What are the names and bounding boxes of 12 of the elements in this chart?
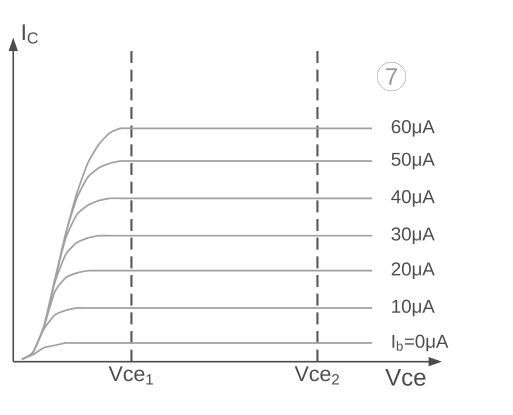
- text: 7: [386, 68, 398, 85]
- series-label: 60μA: [392, 120, 435, 137]
- series-label: 50μA: [392, 152, 435, 170]
- series-label: I$_{b}$=0μA: [392, 334, 448, 352]
- series-label: 30μA: [392, 227, 435, 244]
- series-label: 20μA: [392, 262, 435, 279]
- y-axis-title: I$_{C}$: [22, 24, 38, 44]
- series-label: 40μA: [391, 190, 435, 207]
- x-axis-title: Vce: [385, 369, 426, 386]
- x-tick-label: Vce$_{1}$: [108, 366, 153, 385]
- series-label: 10μA: [392, 300, 435, 316]
- x-tick-label: Vce$_{2}$: [294, 366, 339, 385]
